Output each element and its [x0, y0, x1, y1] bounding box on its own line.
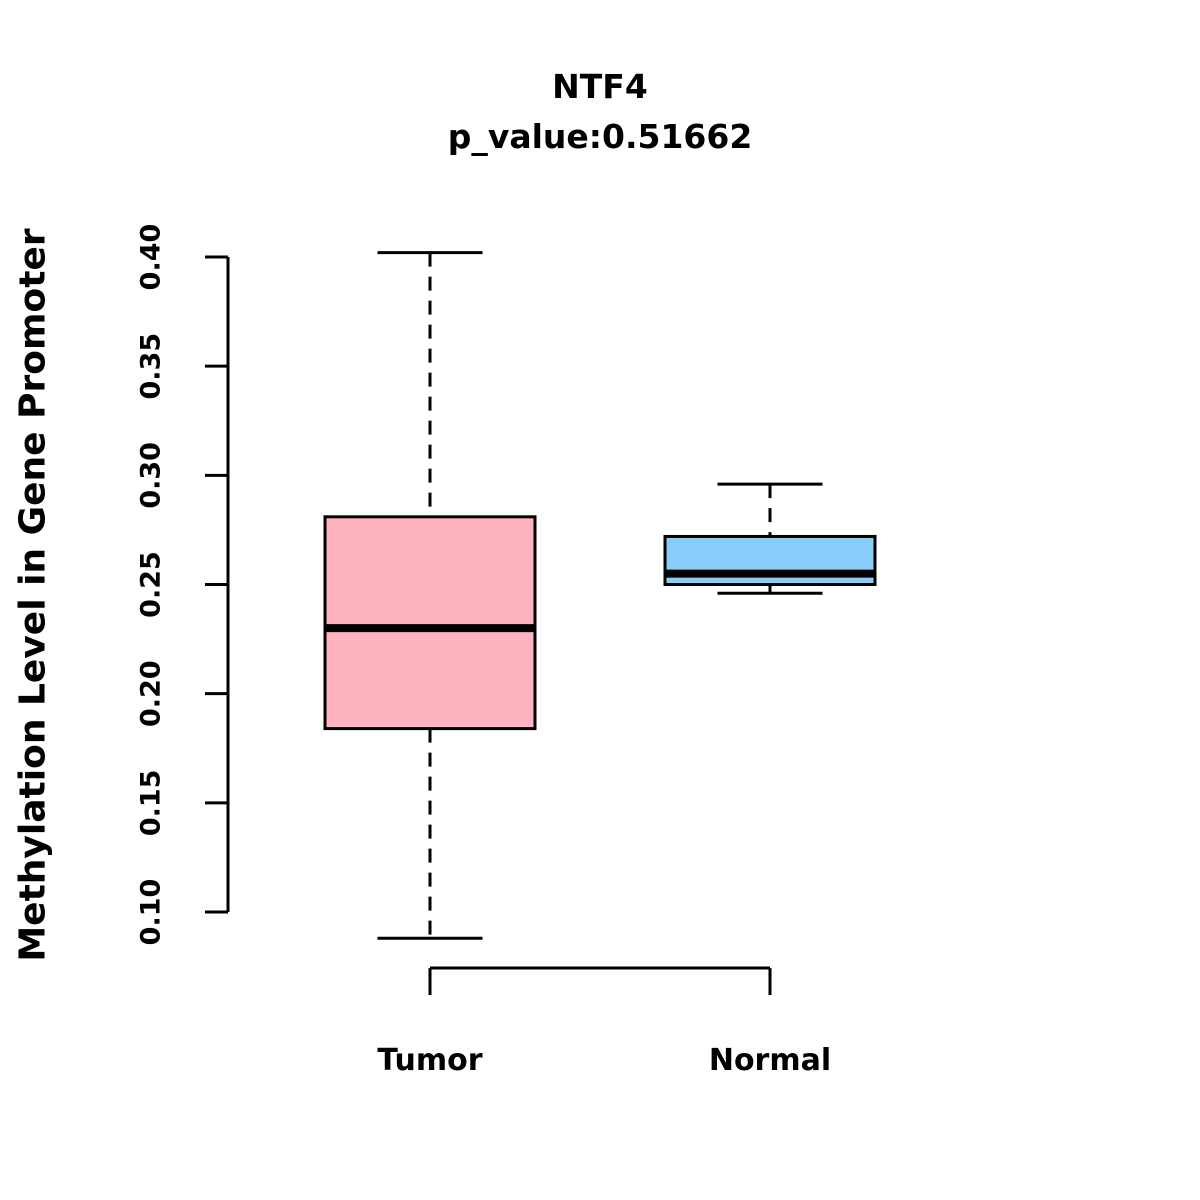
x-category-label-tumor: Tumor — [377, 1043, 482, 1078]
y-tick-label: 0.40 — [136, 224, 167, 291]
y-tick-label: 0.10 — [136, 879, 167, 946]
chart-subtitle-pvalue: p_value:0.51662 — [447, 117, 753, 156]
chart-title: NTF4 — [552, 67, 648, 106]
y-tick-label: 0.35 — [136, 333, 167, 400]
x-category-label-normal: Normal — [709, 1043, 831, 1078]
y-tick-label: 0.30 — [136, 442, 167, 509]
y-tick-label: 0.20 — [136, 660, 167, 727]
iqr-box-tumor — [323, 515, 537, 731]
y-tick-label: 0.15 — [136, 770, 167, 837]
y-tick-label: 0.25 — [136, 551, 167, 618]
